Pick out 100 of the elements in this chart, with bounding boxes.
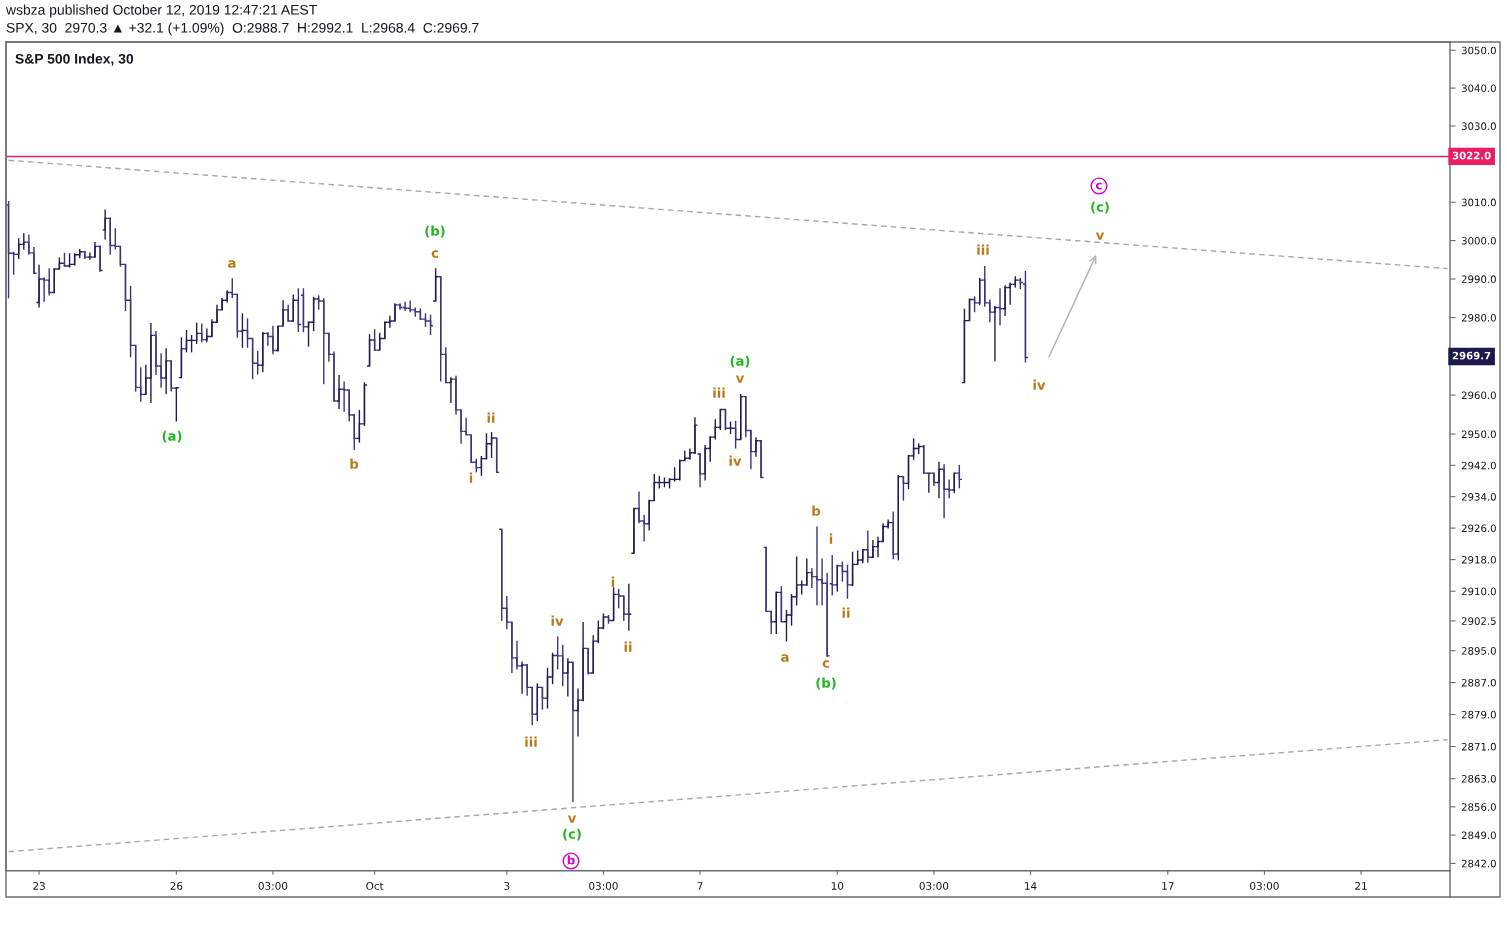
candlestick (269, 325, 277, 356)
annotation: (a) (162, 430, 182, 443)
annotation: i (469, 472, 473, 483)
annotation: iii (713, 387, 725, 398)
x-tick-label: 03:00 (919, 882, 949, 890)
candlestick (320, 297, 328, 385)
annotation: iv (1033, 379, 1046, 390)
candlestick (778, 585, 785, 623)
text: wsbza published October 12, 2019 12:47:21 AEST (5, 4, 317, 18)
annotation: a (781, 654, 789, 662)
candlestick (300, 287, 307, 333)
candlestick (940, 463, 948, 519)
candlestick (773, 590, 780, 635)
candlestick (310, 296, 317, 332)
candlestick (757, 439, 765, 479)
annotation: a (228, 260, 236, 268)
candlestick (498, 528, 505, 622)
y-tick-label: 3000.0 (1461, 236, 1496, 245)
y-tick-label: 2887.0 (1461, 678, 1496, 687)
y-tick-label: 3050.0 (1461, 46, 1496, 55)
annotation: v (735, 375, 745, 383)
annotation: ii (842, 607, 850, 618)
annotation: c (1096, 182, 1102, 190)
y-tick-label: 2934.0 (1461, 492, 1496, 501)
x-tick-label: 03:00 (589, 882, 618, 890)
annotation: c (822, 660, 830, 668)
x-tick-label: 14 (1025, 882, 1037, 890)
candlestick (493, 437, 500, 474)
candlestick (106, 216, 114, 256)
x-tick-label: 10 (831, 882, 844, 890)
y-tick-label: 3030.0 (1461, 122, 1496, 131)
annotation: ii (487, 412, 495, 423)
x-tick-label: 17 (1162, 882, 1174, 890)
candlestick (879, 522, 887, 543)
candlestick (920, 444, 927, 475)
candlestick (737, 393, 744, 441)
annotation: v (567, 815, 577, 823)
y-tick-label: 2842.0 (1461, 859, 1496, 868)
annotation: i (611, 576, 615, 587)
candlestick (290, 293, 297, 323)
candlestick (895, 474, 902, 562)
candlestick (432, 267, 439, 302)
candlestick (823, 572, 831, 658)
annotation: iv (551, 615, 564, 626)
candlestick (584, 647, 592, 676)
candlestick (559, 644, 566, 687)
x-tick-label: Oct (366, 882, 384, 890)
y-tick-label: 2849.0 (1461, 831, 1496, 840)
candlestick (168, 359, 175, 393)
x-tick-label: 03:00 (1250, 882, 1279, 890)
candlestick (51, 267, 58, 294)
candlestick (569, 661, 577, 803)
y-tick-label: 2902.5 (1461, 617, 1496, 625)
y-tick-label: 2950.0 (1461, 430, 1496, 439)
annotation: i (829, 533, 833, 544)
candlestick (722, 408, 729, 431)
y-tick-label: 3040.0 (1461, 84, 1496, 93)
candlestick (147, 322, 155, 404)
candlestick (844, 564, 851, 600)
annotation: (a) (730, 355, 750, 368)
candlestick (437, 276, 444, 383)
annotation: ii (624, 641, 632, 652)
candlestick (259, 331, 267, 373)
annotation: iv (729, 455, 742, 466)
annotation: (c) (1091, 201, 1109, 214)
y-tick-label: 2879.0 (1461, 710, 1496, 719)
x-tick-label: 26 (170, 882, 183, 890)
annotation: iii (525, 736, 537, 747)
x-tick-label: 21 (1355, 882, 1367, 890)
candlestick (234, 293, 241, 339)
chart-subtitle: SPX, 30 2970.3 ▲ +32.1 (+1.09%) O:2988.7 H:2992.1 L:2968.4 C:2969.7 (6, 22, 479, 36)
annotation: (b) (425, 225, 445, 238)
x-tick-label: 23 (33, 882, 45, 890)
candlestick (849, 551, 856, 587)
candlestick (620, 595, 628, 622)
candlestick (676, 458, 683, 482)
y-tick-label: 2871.0 (1461, 742, 1496, 751)
candlestick (6, 200, 12, 299)
candlestick (834, 564, 841, 593)
candlestick (295, 287, 302, 333)
text: 2969.7 (1452, 351, 1491, 360)
candlestick (951, 472, 958, 494)
y-tick-label: 2856.0 (1461, 803, 1496, 811)
x-tick-label: 03:00 (258, 882, 288, 890)
candlestick (696, 452, 704, 488)
annotation: v (1095, 232, 1105, 240)
x-tick-label: 7 (697, 882, 703, 890)
candlestick (162, 347, 170, 395)
candlestick (96, 244, 104, 273)
y-tick-label: 2863.0 (1461, 774, 1496, 783)
annotation: (c) (563, 828, 581, 841)
candlestick (630, 507, 638, 554)
ref-line-label: 3022.0 (1452, 151, 1491, 160)
candlestick (467, 434, 475, 464)
candlestick (890, 510, 897, 560)
x-tick-label: 3 (504, 882, 510, 890)
annotation: c (431, 250, 439, 258)
candlestick (178, 336, 185, 379)
candlestick (1001, 284, 1009, 317)
candlestick (1022, 270, 1029, 364)
